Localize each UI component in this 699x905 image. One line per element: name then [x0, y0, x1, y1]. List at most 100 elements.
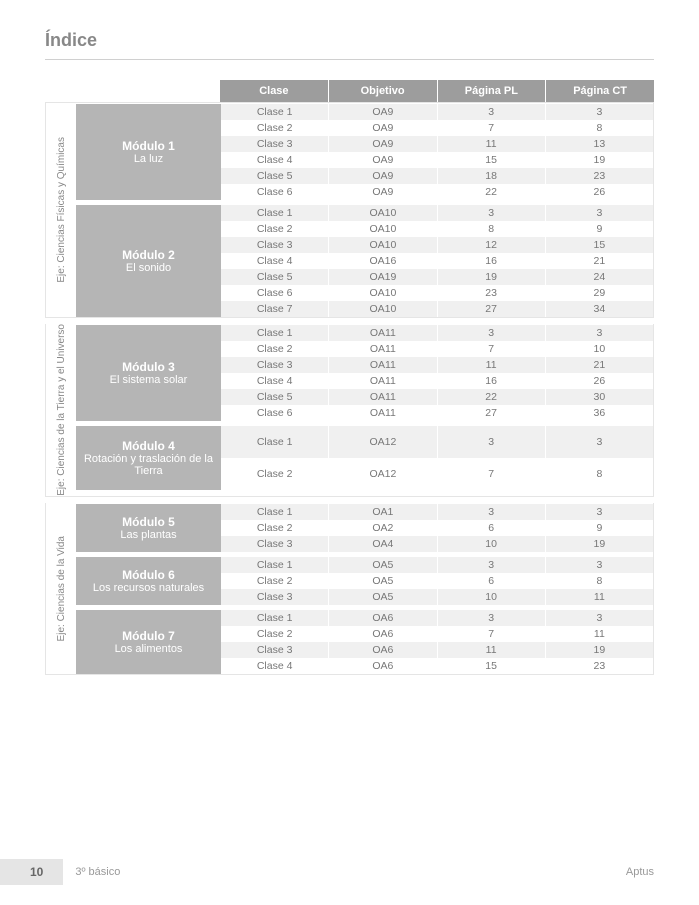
module-row: Módulo 1La luzClase 1OA933Clase 2OA978Cl…	[76, 103, 653, 200]
cell-pagina-ct: 29	[546, 285, 653, 301]
cell-pagina-pl: 3	[438, 426, 546, 458]
cell-objetivo: OA11	[329, 373, 437, 389]
module-subtitle: El sonido	[126, 262, 171, 274]
cell-pagina-ct: 3	[546, 104, 653, 120]
cell-clase: Clase 1	[221, 104, 329, 120]
cell-clase: Clase 2	[221, 120, 329, 136]
cell-pagina-ct: 15	[546, 237, 653, 253]
cell-clase: Clase 4	[221, 373, 329, 389]
cell-pagina-ct: 9	[546, 520, 653, 536]
cell-objetivo: OA9	[329, 136, 437, 152]
module-row: Módulo 4Rotación y traslación de la Tier…	[76, 425, 653, 490]
cell-clase: Clase 4	[221, 658, 329, 674]
cell-objetivo: OA12	[329, 458, 437, 490]
cell-pagina-ct: 26	[546, 373, 653, 389]
cell-pagina-ct: 11	[546, 589, 653, 605]
module-subtitle: Los alimentos	[115, 643, 183, 655]
cell-pagina-pl: 11	[438, 642, 546, 658]
cell-objetivo: OA6	[329, 626, 437, 642]
cell-objetivo: OA9	[329, 104, 437, 120]
cell-pagina-ct: 8	[546, 458, 653, 490]
module-subtitle: Rotación y traslación de la Tierra	[80, 453, 217, 477]
class-row: Clase 4OA111626	[221, 373, 653, 389]
cell-objetivo: OA11	[329, 357, 437, 373]
class-row: Clase 4OA91519	[221, 152, 653, 168]
module-subtitle: Las plantas	[120, 529, 176, 541]
axis-group: Eje: Ciencias Físicas y QuímicasMódulo 1…	[45, 102, 654, 318]
module-title: Módulo 3	[122, 360, 175, 374]
class-row: Clase 3OA101215	[221, 237, 653, 253]
class-row: Clase 2OA6711	[221, 626, 653, 642]
module-label: Módulo 1La luz	[76, 104, 221, 200]
cell-pagina-pl: 3	[438, 104, 546, 120]
cell-clase: Clase 1	[221, 426, 329, 458]
cell-clase: Clase 3	[221, 357, 329, 373]
cell-objetivo: OA9	[329, 120, 437, 136]
module-label: Módulo 6Los recursos naturales	[76, 557, 221, 605]
cell-pagina-pl: 18	[438, 168, 546, 184]
class-row: Clase 6OA92226	[221, 184, 653, 200]
cell-objetivo: OA6	[329, 642, 437, 658]
cell-clase: Clase 3	[221, 237, 329, 253]
cell-pagina-ct: 36	[546, 405, 653, 421]
cell-pagina-ct: 23	[546, 168, 653, 184]
class-row: Clase 2OA269	[221, 520, 653, 536]
cell-clase: Clase 5	[221, 269, 329, 285]
cell-clase: Clase 1	[221, 325, 329, 341]
module-row: Módulo 6Los recursos naturalesClase 1OA5…	[76, 556, 653, 605]
cell-clase: Clase 1	[221, 205, 329, 221]
cell-clase: Clase 2	[221, 573, 329, 589]
cell-clase: Clase 1	[221, 504, 329, 520]
cell-pagina-pl: 7	[438, 341, 546, 357]
cell-pagina-pl: 22	[438, 389, 546, 405]
cell-objetivo: OA5	[329, 557, 437, 573]
cell-pagina-ct: 10	[546, 341, 653, 357]
cell-objetivo: OA5	[329, 573, 437, 589]
module-label: Módulo 7Los alimentos	[76, 610, 221, 674]
cell-objetivo: OA9	[329, 152, 437, 168]
cell-pagina-pl: 19	[438, 269, 546, 285]
header-clase: Clase	[220, 80, 329, 102]
cell-pagina-pl: 12	[438, 237, 546, 253]
cell-clase: Clase 4	[221, 152, 329, 168]
cell-pagina-ct: 3	[546, 504, 653, 520]
cell-objetivo: OA10	[329, 301, 437, 317]
axis-label: Eje: Ciencias de la Vida	[46, 503, 76, 674]
class-row: Clase 2OA1278	[221, 458, 653, 490]
class-row: Clase 6OA102329	[221, 285, 653, 301]
module-row: Módulo 7Los alimentosClase 1OA633Clase 2…	[76, 609, 653, 674]
cell-objetivo: OA10	[329, 221, 437, 237]
class-row: Clase 3OA111121	[221, 357, 653, 373]
class-row: Clase 7OA102734	[221, 301, 653, 317]
cell-pagina-pl: 6	[438, 573, 546, 589]
cell-clase: Clase 7	[221, 301, 329, 317]
cell-pagina-pl: 7	[438, 626, 546, 642]
cell-pagina-pl: 11	[438, 136, 546, 152]
class-row: Clase 4OA161621	[221, 253, 653, 269]
cell-pagina-ct: 23	[546, 658, 653, 674]
cell-clase: Clase 1	[221, 610, 329, 626]
class-row: Clase 1OA633	[221, 610, 653, 626]
cell-objetivo: OA11	[329, 405, 437, 421]
axis-group: Eje: Ciencias de la Tierra y el Universo…	[45, 324, 654, 497]
cell-clase: Clase 5	[221, 389, 329, 405]
cell-pagina-pl: 15	[438, 152, 546, 168]
class-row: Clase 2OA1089	[221, 221, 653, 237]
cell-clase: Clase 5	[221, 168, 329, 184]
cell-pagina-ct: 13	[546, 136, 653, 152]
module-title: Módulo 5	[122, 515, 175, 529]
class-row: Clase 1OA133	[221, 504, 653, 520]
grade-label: 3º básico	[75, 866, 120, 878]
cell-pagina-pl: 16	[438, 253, 546, 269]
cell-pagina-pl: 23	[438, 285, 546, 301]
axis-label: Eje: Ciencias Físicas y Químicas	[46, 103, 76, 317]
table-header-row: Clase Objetivo Página PL Página CT	[220, 80, 654, 102]
cell-objetivo: OA10	[329, 237, 437, 253]
cell-objetivo: OA2	[329, 520, 437, 536]
cell-pagina-ct: 21	[546, 357, 653, 373]
page-title: Índice	[45, 30, 654, 51]
cell-pagina-pl: 3	[438, 205, 546, 221]
cell-clase: Clase 6	[221, 405, 329, 421]
class-row: Clase 2OA568	[221, 573, 653, 589]
cell-pagina-ct: 26	[546, 184, 653, 200]
